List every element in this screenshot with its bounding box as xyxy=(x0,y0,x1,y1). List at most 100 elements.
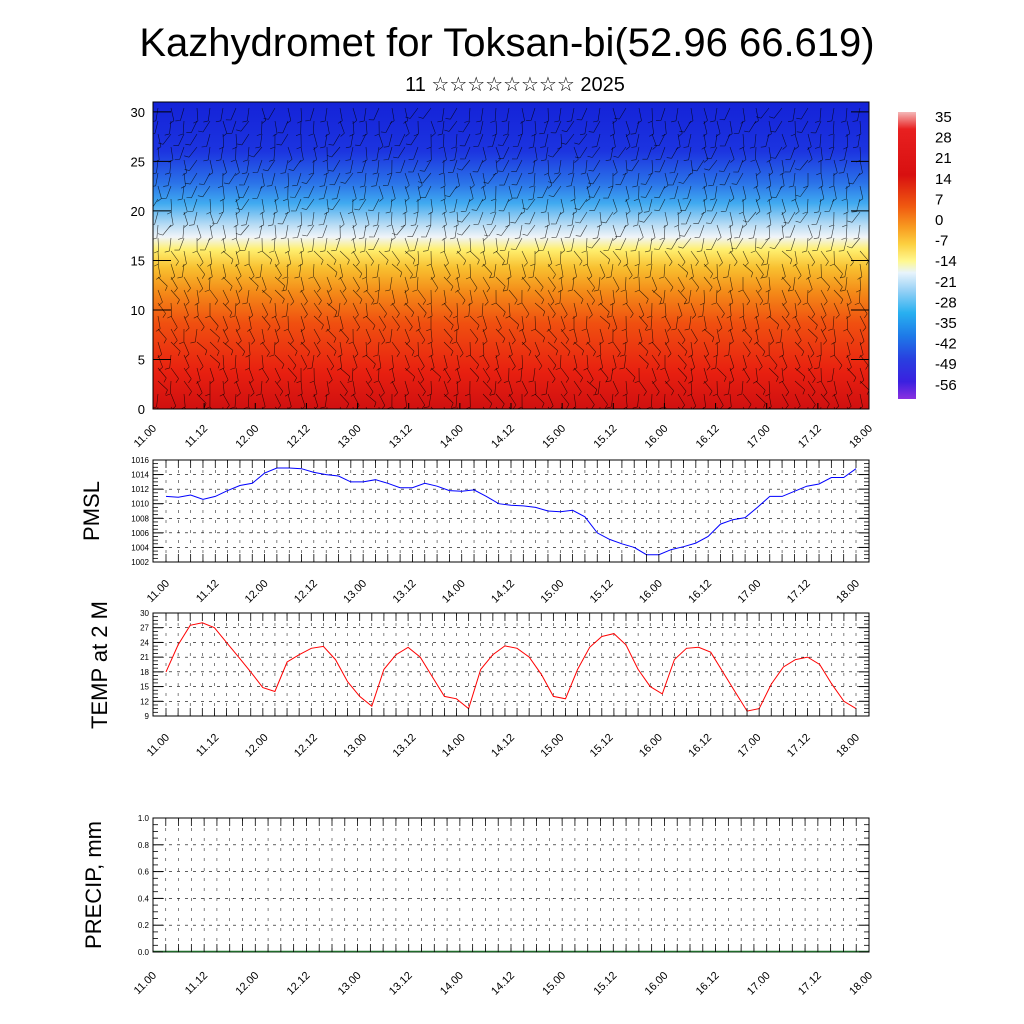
wind-barb xyxy=(646,302,653,318)
wind-barb xyxy=(209,354,221,369)
wind-barb xyxy=(634,367,640,384)
wind-barb xyxy=(781,354,788,371)
wind-barb xyxy=(748,224,757,239)
wind-barb xyxy=(770,146,783,159)
wind-barb xyxy=(677,380,687,396)
wind-barb xyxy=(832,185,837,202)
wind-barb xyxy=(589,198,601,211)
wind-barb xyxy=(783,211,796,224)
wind-barb xyxy=(768,328,774,345)
wind-barb xyxy=(454,315,459,332)
pmsl-x-tick-label: 16.00 xyxy=(637,578,665,606)
wind-barb xyxy=(781,211,787,228)
wind-barb xyxy=(704,159,718,171)
precip-x-tick-label: 13.00 xyxy=(336,970,364,998)
heatmap-x-tick-label: 12.12 xyxy=(285,423,313,451)
wind-barb xyxy=(326,263,338,278)
wind-barb xyxy=(209,211,215,228)
wind-barb xyxy=(302,224,315,237)
wind-barb xyxy=(664,315,671,332)
wind-barb xyxy=(643,198,653,213)
wind-barb xyxy=(455,172,460,189)
wind-barb xyxy=(719,107,731,121)
wind-barb xyxy=(766,211,772,228)
wind-barb xyxy=(521,250,528,267)
wind-barb xyxy=(489,263,497,279)
wind-barb xyxy=(252,185,263,199)
wind-barb xyxy=(493,237,498,254)
wind-barb xyxy=(794,198,800,215)
wind-barb xyxy=(677,302,683,319)
wind-barb xyxy=(599,393,608,409)
wind-barb xyxy=(349,120,355,137)
wind-barb xyxy=(326,302,338,317)
wind-barb xyxy=(313,341,321,358)
wind-barb xyxy=(678,237,692,249)
wind-barb xyxy=(742,211,757,223)
wind-barb xyxy=(807,380,816,397)
wind-barb xyxy=(157,185,162,202)
wind-barb xyxy=(177,263,185,279)
wind-barb xyxy=(209,328,220,343)
wind-barb xyxy=(573,341,584,356)
wind-barb xyxy=(292,224,302,239)
wind-barb xyxy=(451,328,458,344)
wind-barb xyxy=(469,367,480,383)
wind-barb xyxy=(655,146,666,160)
wind-barb xyxy=(567,276,575,292)
wind-barb xyxy=(443,393,454,408)
wind-barb xyxy=(365,328,372,345)
wind-barb xyxy=(184,146,198,158)
wind-barb xyxy=(586,393,595,409)
wind-barb xyxy=(541,380,549,396)
wind-barb xyxy=(816,367,822,384)
heatmap-y-axis: 0 5 10 15 20 25 30 xyxy=(131,105,869,417)
wind-barb xyxy=(508,328,516,345)
wind-barb xyxy=(179,328,185,345)
wind-barb xyxy=(198,172,211,185)
wind-barb xyxy=(661,120,667,137)
wind-barb xyxy=(712,263,718,280)
wind-barb xyxy=(477,302,484,318)
wind-barb xyxy=(258,354,264,371)
wind-barb xyxy=(405,107,419,119)
wind-barb xyxy=(762,250,770,266)
wind-barb xyxy=(199,237,211,251)
heatmap-field xyxy=(153,102,869,409)
wind-barb xyxy=(688,107,694,124)
wind-barb xyxy=(680,198,692,211)
wind-barb xyxy=(528,185,536,201)
wind-barb xyxy=(608,172,614,189)
wind-barb xyxy=(430,367,441,382)
wind-barb xyxy=(385,198,393,214)
wind-barb xyxy=(261,289,272,304)
wind-barb xyxy=(779,341,784,358)
wind-barb xyxy=(807,224,813,241)
wind-barb xyxy=(755,341,766,357)
wind-barb xyxy=(715,328,720,345)
wind-barb xyxy=(753,328,759,345)
wind-barb xyxy=(710,107,718,123)
wind-barb xyxy=(183,367,192,384)
wind-barb xyxy=(521,276,531,292)
wind-barb xyxy=(274,263,282,280)
wind-barb xyxy=(443,250,449,267)
wind-barb xyxy=(319,237,328,253)
wind-barb xyxy=(235,289,241,306)
wind-barb xyxy=(391,263,403,278)
wind-barb xyxy=(404,237,410,254)
wind-barb xyxy=(529,172,536,188)
wind-barb xyxy=(196,263,206,279)
wind-barb xyxy=(443,354,448,371)
wind-barb xyxy=(820,250,829,266)
wind-barb xyxy=(593,107,601,123)
wind-barb xyxy=(638,354,649,369)
wind-barb xyxy=(794,380,805,395)
wind-barb xyxy=(261,250,273,265)
wind-barb xyxy=(845,120,851,137)
heatmap-x-tick-label: 13.12 xyxy=(387,423,415,451)
wind-barb xyxy=(235,263,242,280)
wind-barb xyxy=(236,198,250,210)
wind-barb xyxy=(706,198,718,212)
wind-barb xyxy=(755,289,764,306)
